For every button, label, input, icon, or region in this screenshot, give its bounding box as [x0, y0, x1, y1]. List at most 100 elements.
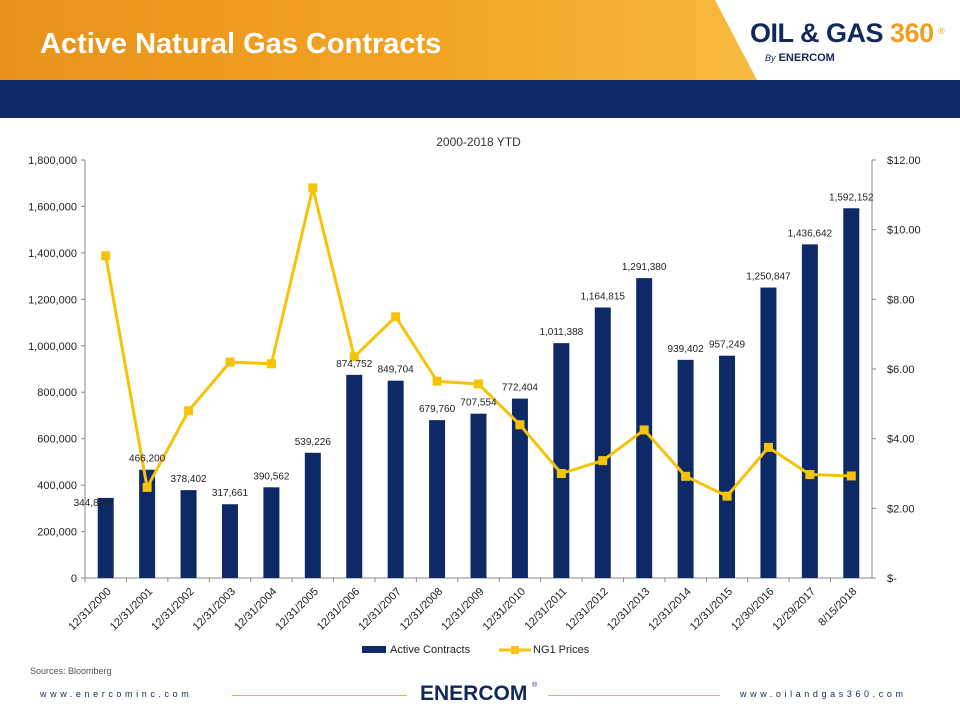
marker-ng1-price: [474, 379, 483, 389]
y-left-tick-label: 1,000,000: [28, 341, 77, 353]
footer-right-url[interactable]: www.oilandgas360.com: [740, 689, 907, 699]
sources-note: Sources: Bloomberg: [30, 666, 112, 676]
bar-active-contracts: [387, 380, 404, 578]
x-tick-label: 12/31/2007: [356, 586, 403, 633]
marker-ng1-price: [515, 420, 525, 430]
footer-left-url[interactable]: www.enercominc.com: [40, 689, 193, 699]
marker-ng1-price: [308, 183, 318, 193]
bar-active-contracts: [594, 307, 611, 578]
logo-number: 360: [890, 18, 934, 48]
marker-ng1-price: [639, 425, 649, 435]
marker-ng1-price: [225, 357, 235, 367]
bar-active-contracts: [346, 374, 363, 578]
bar-active-contracts: [180, 490, 197, 578]
x-tick-label: 12/31/2004: [232, 586, 279, 633]
x-tick-label: 12/31/2003: [191, 586, 238, 633]
x-tick-label: 12/31/2009: [439, 586, 486, 633]
y-right-tick-label: $10.00: [887, 225, 921, 237]
marker-ng1-price: [184, 406, 194, 416]
marker-ng1-price: [432, 376, 442, 386]
bar-data-label: 707,554: [460, 398, 497, 409]
bar-data-label: 1,164,815: [581, 292, 626, 303]
bar-active-contracts: [263, 487, 280, 578]
bar-data-label: 539,226: [295, 437, 332, 448]
y-right-tick-label: $8.00: [887, 294, 915, 306]
x-tick-label: 12/31/2008: [398, 586, 445, 633]
bar-active-contracts: [719, 355, 736, 578]
x-tick-label: 12/31/2010: [481, 586, 528, 633]
bar-data-label: 1,011,388: [539, 327, 583, 338]
x-tick-label: 12/31/2015: [688, 586, 735, 633]
marker-ng1-price: [805, 470, 815, 480]
marker-ng1-price: [349, 352, 359, 362]
x-tick-label: 12/31/2012: [563, 586, 610, 633]
marker-ng1-price: [598, 456, 608, 466]
y-right-tick-label: $12.00: [887, 155, 921, 167]
logo-brand: OIL & GAS: [750, 18, 891, 48]
navy-band: [0, 80, 960, 118]
x-tick-label: 12/31/2001: [108, 586, 155, 633]
bar-active-contracts: [843, 208, 860, 579]
bar-data-label: 874,752: [336, 359, 373, 370]
x-tick-label: 12/31/2006: [315, 586, 362, 633]
y-right-tick-label: $2.00: [887, 503, 915, 515]
bar-active-contracts: [139, 469, 156, 578]
marker-ng1-price: [266, 359, 276, 369]
marker-ng1-price: [142, 482, 152, 492]
page-title: Active Natural Gas Contracts: [40, 28, 442, 60]
marker-ng1-price: [556, 469, 566, 478]
bar-data-label: 1,250,847: [746, 272, 791, 283]
footer-logo-registered: ®: [532, 682, 538, 689]
legend-swatch-ng1-marker: [511, 646, 519, 654]
y-left-tick-label: 400,000: [37, 480, 77, 492]
x-tick-label: 12/30/2016: [729, 586, 776, 633]
y-left-tick-label: 0: [71, 573, 77, 585]
chart-title: 2000-2018 YTD: [436, 135, 521, 149]
x-tick-label: 12/31/2014: [646, 586, 693, 633]
x-tick-label: 8/15/2018: [816, 586, 859, 629]
bar-active-contracts: [470, 413, 487, 578]
y-left-tick-label: 200,000: [37, 527, 77, 539]
y-left-tick-label: 600,000: [37, 434, 77, 446]
bar-active-contracts: [221, 504, 238, 578]
bar-data-label: 378,402: [170, 474, 207, 485]
bar-active-contracts: [97, 497, 114, 578]
logo-panel: [715, 0, 960, 80]
marker-ng1-price: [722, 491, 732, 501]
x-tick-label: 12/31/2002: [149, 586, 196, 633]
x-tick-label: 12/31/2000: [66, 586, 113, 633]
y-left-tick-label: 1,400,000: [28, 248, 77, 260]
marker-ng1-price: [681, 471, 691, 481]
bar-data-label: 679,760: [419, 404, 456, 415]
x-tick-label: 12/31/2013: [605, 586, 652, 633]
y-left-tick-label: 1,600,000: [28, 201, 77, 213]
bar-data-label: 939,402: [668, 344, 705, 355]
y-right-tick-label: $6.00: [887, 364, 915, 376]
y-left-tick-label: 800,000: [37, 387, 77, 399]
bar-data-label: 390,562: [253, 471, 290, 482]
y-right-tick-label: $-: [887, 573, 897, 585]
x-tick-label: 12/31/2011: [523, 586, 570, 633]
oil-gas-360-logo: OIL & GAS 360: [750, 18, 934, 49]
bar-active-contracts: [429, 420, 446, 578]
footer-logo: ENERCOM: [420, 682, 528, 705]
bar-data-label: 1,291,380: [622, 262, 667, 273]
logo-by: By: [765, 53, 776, 63]
logo-subtitle: By ENERCOM: [765, 52, 835, 64]
marker-ng1-price: [763, 442, 773, 452]
bar-data-label: 317,661: [212, 488, 249, 499]
marker-ng1-price: [101, 251, 111, 261]
marker-ng1-price: [391, 312, 401, 322]
bar-active-contracts: [760, 287, 777, 578]
marker-ng1-price: [846, 471, 856, 481]
bar-data-label: 772,404: [502, 383, 539, 394]
bar-active-contracts: [801, 244, 818, 578]
logo-company: ENERCOM: [778, 52, 835, 64]
y-left-tick-label: 1,200,000: [28, 294, 77, 306]
bar-data-label: 1,592,152: [829, 192, 874, 203]
footer-divider-right: [548, 695, 720, 696]
bar-active-contracts: [677, 359, 694, 578]
bar-data-label: 957,249: [709, 340, 746, 351]
y-left-tick-label: 1,800,000: [28, 155, 77, 167]
bar-data-label: 1,436,642: [788, 228, 833, 239]
